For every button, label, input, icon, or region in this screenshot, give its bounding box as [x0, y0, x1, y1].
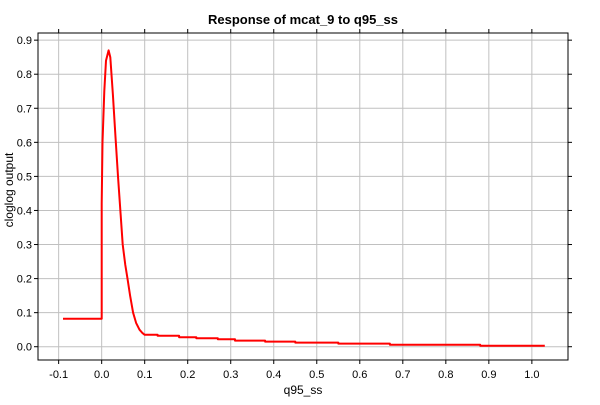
x-axis-label: q95_ss: [284, 383, 323, 397]
y-tick-label: 0.4: [17, 205, 32, 217]
x-tick-label: 0.6: [352, 369, 367, 381]
y-tick-label: 0.5: [17, 171, 32, 183]
x-tick-label: 0.4: [266, 369, 281, 381]
grid: [38, 33, 568, 360]
x-tick-label: 0.3: [223, 369, 238, 381]
y-tick-label: 0.8: [17, 69, 32, 81]
x-tick-label: 0.8: [438, 369, 453, 381]
y-tick-label: 0.2: [17, 274, 32, 286]
plot-frame: [37, 32, 569, 361]
y-tick-label: 0.6: [17, 137, 32, 149]
x-tick-label: -0.1: [49, 369, 68, 381]
series-layer: [63, 49, 545, 347]
x-tick-label: 0.9: [481, 369, 496, 381]
y-tick-label: 0.7: [17, 103, 32, 115]
y-tick-label: 0.9: [17, 35, 32, 47]
ticks: -0.1 0.0 0.1 0.2 0.3 0.4 0.5 0.6 0.7 0.8 0.9 1.0 0.0…: [17, 29, 572, 381]
x-tick-label: 0.5: [309, 369, 324, 381]
chart-title: Response of mcat_9 to q95_ss: [208, 12, 398, 27]
response-curve: [63, 49, 545, 347]
y-tick-label: 0.0: [17, 342, 32, 354]
y-tick-label: 0.3: [17, 240, 32, 252]
x-tick-label: 0.2: [180, 369, 195, 381]
x-tick-label: 1.0: [524, 369, 539, 381]
x-tick-label: 0.1: [137, 369, 152, 381]
y-tick-label: 0.1: [17, 308, 32, 320]
y-axis-label: cloglog output: [2, 152, 16, 227]
x-tick-label: 0.0: [94, 369, 109, 381]
x-tick-label: 0.7: [395, 369, 410, 381]
